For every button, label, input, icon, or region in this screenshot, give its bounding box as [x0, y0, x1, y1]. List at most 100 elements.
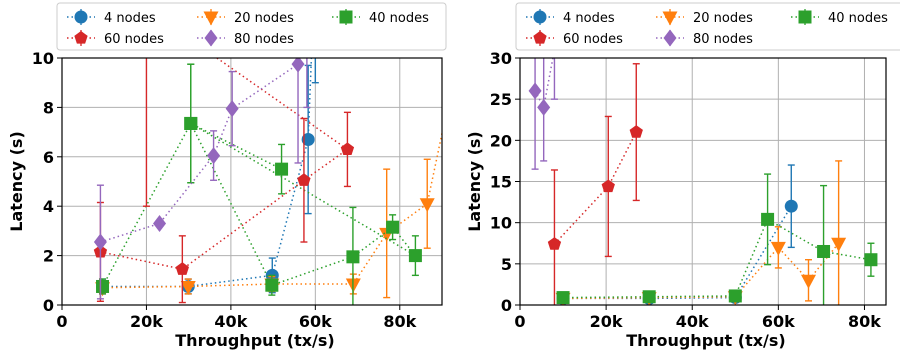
data-point — [275, 162, 289, 176]
series-line — [563, 218, 872, 299]
y-tick-label: 2 — [43, 247, 54, 266]
y-tick-label: 5 — [501, 255, 512, 274]
x-tick-label: 40k — [676, 312, 709, 331]
data-point — [184, 116, 198, 130]
x-tick-label: 0 — [514, 312, 525, 331]
y-tick-label: 0 — [43, 296, 54, 315]
plot-area — [93, 28, 471, 305]
data-point — [93, 233, 107, 251]
legend-label: 20 nodes — [234, 11, 294, 26]
x-tick-label: 0 — [56, 312, 67, 331]
data-point — [291, 58, 305, 73]
legend-marker — [74, 31, 88, 44]
series-line — [563, 205, 792, 300]
series-20-nodes — [555, 160, 847, 305]
data-point — [629, 125, 643, 138]
legend-marker — [662, 11, 678, 26]
y-tick-label: 6 — [43, 148, 54, 167]
y-axis-title: Latency (s) — [465, 131, 484, 232]
y-tick-label: 0 — [501, 296, 512, 315]
legend-item: 40 nodes — [332, 9, 429, 26]
legend-label: 4 nodes — [563, 11, 615, 26]
data-point — [601, 179, 615, 193]
legend-label: 60 nodes — [104, 32, 164, 47]
data-point — [408, 249, 422, 263]
legend-item: 60 nodes — [67, 30, 164, 47]
legend-label: 80 nodes — [234, 32, 294, 47]
data-point — [864, 253, 878, 267]
y-tick-label: 10 — [490, 214, 512, 233]
series-line — [100, 58, 301, 243]
y-tick-label: 20 — [490, 131, 512, 150]
y-axis-title: Latency (s) — [7, 131, 26, 232]
legend: 4 nodes 20 nodes 40 nodes 60 nodes 80 nodes — [515, 2, 900, 51]
legend-item: 80 nodes — [197, 29, 294, 47]
data-point — [175, 262, 189, 275]
x-tick-label: 20k — [590, 312, 623, 331]
x-tick-label: 80k — [383, 312, 416, 331]
legend-item: 4 nodes — [526, 9, 615, 26]
data-point — [556, 291, 570, 305]
data-point — [180, 280, 196, 295]
chart-panel-1: 0 20k 40k 60k 80k 0 2 4 6 8 10 Throughput (tx/s) Lat… — [7, 2, 471, 350]
legend-item: 4 nodes — [67, 9, 156, 26]
legend-item: 40 nodes — [791, 9, 888, 26]
data-point — [265, 278, 279, 292]
data-point — [528, 82, 542, 100]
legend-marker — [74, 10, 88, 24]
data-point — [301, 133, 315, 147]
x-tick-label: 40k — [214, 312, 247, 331]
series-80-nodes — [93, 58, 311, 300]
legend-label: 40 nodes — [828, 11, 888, 26]
y-tick-label: 25 — [490, 90, 512, 109]
x-axis-title: Throughput (tx/s) — [626, 331, 785, 350]
data-point — [537, 98, 551, 116]
legend-item: 20 nodes — [197, 9, 294, 26]
legend-marker — [798, 10, 812, 24]
plot-area — [528, 58, 878, 305]
series-40-nodes — [96, 63, 422, 305]
data-point — [419, 198, 435, 213]
data-point — [761, 212, 775, 226]
y-tick-label: 30 — [490, 49, 512, 68]
series-line — [553, 131, 637, 245]
data-point — [207, 147, 221, 165]
legend-marker — [339, 10, 353, 24]
data-point — [340, 142, 355, 156]
grid — [519, 57, 886, 306]
legend-marker — [663, 29, 677, 47]
legend: 4 nodes 20 nodes 40 nodes 60 nodes 80 nodes — [56, 2, 447, 51]
legend-marker — [533, 31, 547, 44]
series-40-nodes — [556, 173, 878, 305]
legend-label: 4 nodes — [104, 11, 156, 26]
data-point — [728, 289, 742, 303]
series-line — [563, 242, 840, 300]
legend-label: 40 nodes — [369, 11, 429, 26]
legend-label: 80 nodes — [693, 32, 753, 47]
legend-item: 20 nodes — [656, 9, 753, 26]
legend-marker — [204, 29, 218, 47]
y-tick-label: 8 — [43, 98, 54, 117]
axes-frame — [61, 57, 443, 306]
data-point — [96, 279, 110, 293]
legend-label: 20 nodes — [693, 11, 753, 26]
y-tick-label: 15 — [490, 173, 512, 192]
data-point — [386, 220, 400, 234]
data-point — [784, 199, 798, 213]
data-point — [800, 274, 816, 289]
x-tick-label: 80k — [848, 312, 881, 331]
data-point — [153, 214, 167, 232]
legend-marker — [203, 11, 219, 26]
data-point — [547, 237, 562, 250]
grid — [61, 57, 442, 306]
data-point — [770, 241, 786, 256]
data-point — [642, 290, 656, 304]
x-tick-label: 20k — [130, 312, 163, 331]
y-tick-label: 10 — [32, 49, 54, 68]
data-point — [456, 28, 471, 42]
x-tick-label: 60k — [762, 312, 795, 331]
x-axis-title: Throughput (tx/s) — [175, 331, 334, 350]
data-point — [225, 100, 239, 118]
series-80-nodes — [528, 58, 558, 170]
